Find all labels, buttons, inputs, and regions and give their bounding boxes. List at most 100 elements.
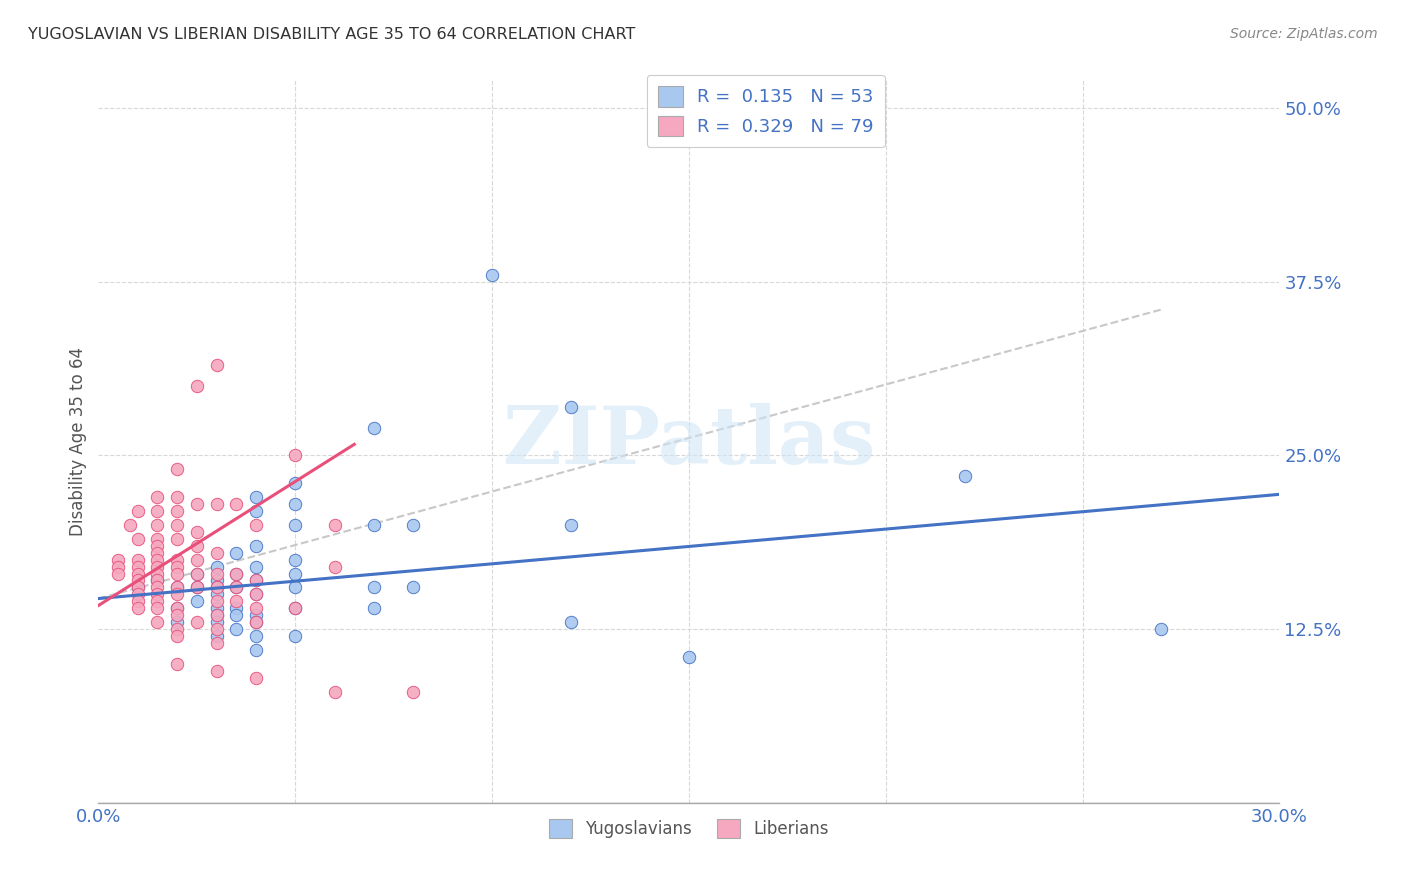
Point [245,504,267,518]
Point [284,601,307,615]
Point [245,615,267,630]
Point [166,517,188,532]
Point [245,574,267,588]
Point [205,664,228,678]
Point [146,559,169,574]
Point [186,539,208,553]
Point [205,622,228,636]
Point [127,566,149,581]
Point [107,559,129,574]
Point [166,552,188,566]
Point [245,587,267,601]
Point [118,517,141,532]
Point [323,517,346,532]
Point [284,566,307,581]
Point [146,490,169,504]
Point [205,587,228,601]
Point [560,517,582,532]
Point [146,615,169,630]
Point [245,517,267,532]
Point [205,608,228,623]
Point [186,581,208,595]
Point [146,504,169,518]
Point [146,587,169,601]
Point [205,574,228,588]
Point [127,594,149,608]
Point [146,552,169,566]
Point [107,566,129,581]
Point [284,497,307,511]
Point [146,566,169,581]
Point [127,504,149,518]
Point [166,608,188,623]
Point [245,671,267,685]
Point [245,615,267,630]
Point [166,622,188,636]
Point [363,581,385,595]
Point [245,587,267,601]
Point [127,587,149,601]
Point [245,608,267,623]
Point [186,566,208,581]
Point [205,581,228,595]
Point [205,497,228,511]
Point [284,629,307,643]
Point [127,552,149,566]
Point [205,594,228,608]
Point [186,594,208,608]
Point [146,574,169,588]
Point [186,566,208,581]
Point [323,559,346,574]
Point [166,532,188,546]
Point [225,594,247,608]
Point [560,400,582,414]
Point [205,358,228,372]
Point [284,517,307,532]
Point [146,581,169,595]
Point [146,601,169,615]
Point [146,574,169,588]
Point [284,581,307,595]
Point [245,490,267,504]
Point [127,559,149,574]
Point [953,469,976,483]
Point [284,476,307,491]
Point [225,546,247,560]
Point [166,559,188,574]
Point [146,517,169,532]
Point [245,629,267,643]
Point [107,552,129,566]
Point [678,649,700,664]
Point [284,449,307,463]
Point [225,608,247,623]
Point [166,615,188,630]
Point [481,268,503,282]
Point [205,566,228,581]
Point [166,566,188,581]
Text: Source: ZipAtlas.com: Source: ZipAtlas.com [1230,27,1378,41]
Point [245,559,267,574]
Text: YUGOSLAVIAN VS LIBERIAN DISABILITY AGE 35 TO 64 CORRELATION CHART: YUGOSLAVIAN VS LIBERIAN DISABILITY AGE 3… [28,27,636,42]
Point [402,517,425,532]
Point [1150,622,1173,636]
Point [166,504,188,518]
Point [146,539,169,553]
Point [186,581,208,595]
Point [225,497,247,511]
Point [225,601,247,615]
Point [186,497,208,511]
Point [205,546,228,560]
Point [146,594,169,608]
Point [363,601,385,615]
Point [127,581,149,595]
Point [402,684,425,698]
Point [205,559,228,574]
Point [166,581,188,595]
Point [225,566,247,581]
Point [205,636,228,650]
Point [205,629,228,643]
Point [284,601,307,615]
Point [225,622,247,636]
Point [402,581,425,595]
Point [186,524,208,539]
